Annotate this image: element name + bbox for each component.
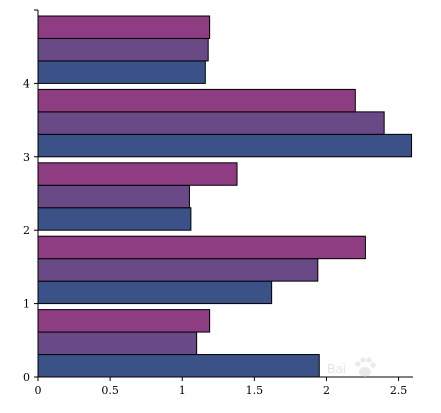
x-tick-label: 0	[35, 384, 42, 397]
y-tick-label: 3	[23, 151, 30, 164]
watermark-text: Bai	[327, 361, 346, 376]
bar-cat1-series1	[37, 258, 319, 282]
paw-icon	[355, 357, 376, 377]
x-tick-label: 2	[323, 384, 330, 397]
y-tick-label: 1	[23, 298, 30, 311]
axes-layer	[37, 10, 413, 378]
y-tick-label: 2	[23, 224, 30, 237]
bar-cat4-series1	[37, 37, 209, 62]
bar-cat3-series0	[37, 133, 413, 158]
x-tick-label: 1	[179, 384, 186, 397]
bar-cat3-series2	[37, 88, 356, 113]
x-tick-label: 2.5	[390, 384, 408, 397]
x-tick-label: 0.5	[101, 384, 119, 397]
y-tick-label: 4	[23, 77, 30, 90]
bar-cat2-series2	[37, 162, 238, 186]
bar-cat2-series1	[37, 184, 190, 209]
bar-cat4-series2	[37, 15, 211, 39]
ticks-layer: 0 0.5 1 1.5 2 2.5 0 1 2 3 4	[23, 9, 408, 397]
bars-layer	[37, 15, 413, 378]
bar-cat0-series0	[37, 354, 320, 378]
bar-cat0-series2	[37, 309, 211, 333]
y-tick-label: 0	[23, 371, 30, 384]
bar-cat0-series1	[37, 331, 198, 356]
bar-cat4-series0	[37, 60, 206, 84]
bar-cat1-series2	[37, 235, 366, 260]
bar-cat1-series0	[37, 280, 273, 305]
watermark: Bai	[327, 357, 376, 377]
x-tick-label: 1.5	[246, 384, 264, 397]
bar-cat3-series1	[37, 111, 385, 135]
bar-cat2-series0	[37, 207, 192, 231]
